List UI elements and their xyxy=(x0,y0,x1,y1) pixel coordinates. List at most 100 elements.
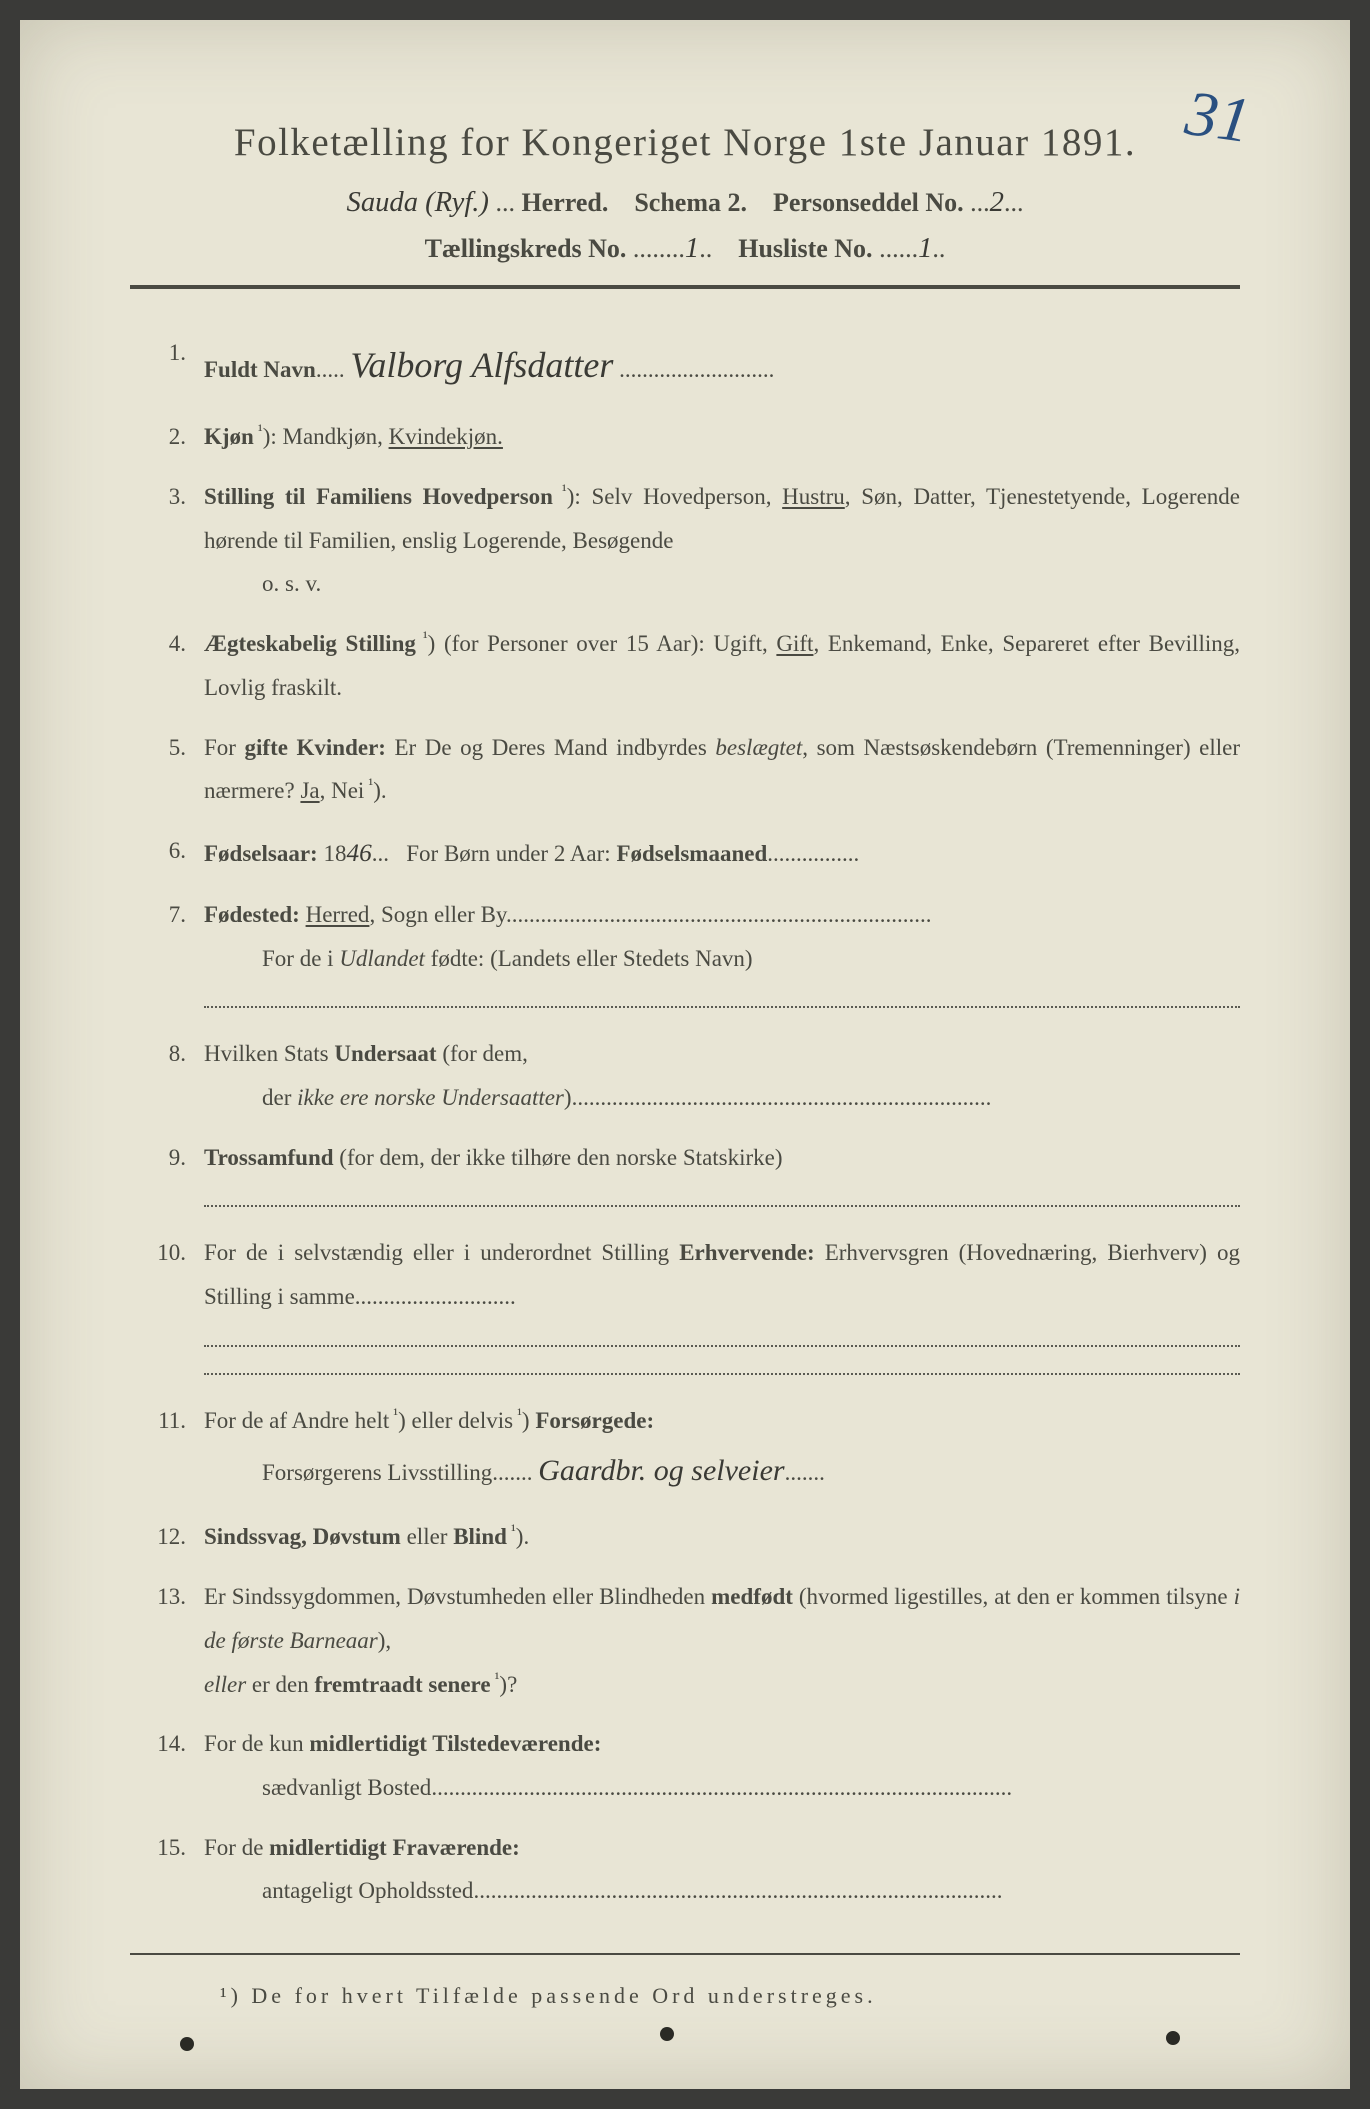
bold: Erhvervende: xyxy=(679,1240,814,1265)
item-body: Fødested: Herred, Sogn eller By.........… xyxy=(204,893,1240,1016)
item-number: 14. xyxy=(142,1722,204,1809)
label: Sindssvag, Døvstum xyxy=(204,1524,401,1549)
item-body: Ægteskabelig Stilling ¹) (for Personer o… xyxy=(204,622,1240,709)
line2: Forsørgerens Livsstilling....... Gaardbr… xyxy=(204,1442,1240,1499)
footnote: ¹) De for hvert Tilfælde passende Ord un… xyxy=(130,1983,1240,2009)
option-mandkjon: Mandkjøn, xyxy=(283,424,383,449)
census-form-page: 31 Folketælling for Kongeriget Norge 1st… xyxy=(20,20,1350,2089)
label: Trossamfund xyxy=(204,1145,334,1170)
ink-dot xyxy=(1166,2031,1180,2045)
text: For de i xyxy=(262,946,339,971)
header-row-1: Sauda (Ryf.) ... Herred. Schema 2. Perso… xyxy=(130,187,1240,219)
text: er den xyxy=(246,1672,314,1697)
text: 18 xyxy=(318,841,347,866)
sup: ¹ xyxy=(416,629,428,646)
item-10: 10. For de i selvstændig eller i underor… xyxy=(142,1231,1240,1382)
ink-dot xyxy=(180,2037,194,2051)
item-body: Fuldt Navn..... Valborg Alfsdatter .....… xyxy=(204,331,1240,399)
schema-label: Schema 2. xyxy=(634,188,747,217)
dots: ..... xyxy=(316,357,345,382)
bold: midlertidigt Tilstedeværende: xyxy=(309,1731,601,1756)
page-number-handwritten: 31 xyxy=(1181,76,1255,158)
personseddel-no: 2 xyxy=(990,187,1004,218)
livsstilling-value: Gaardbr. og selveier xyxy=(538,1454,784,1487)
dotted: ... xyxy=(1004,188,1024,217)
dotted: ...... xyxy=(879,234,918,263)
item-9: 9. Trossamfund (for dem, der ikke tilhør… xyxy=(142,1136,1240,1216)
item-13: 13. Er Sindssygdommen, Døvstumheden elle… xyxy=(142,1575,1240,1706)
item-number: 2. xyxy=(142,415,204,459)
sup: ¹ xyxy=(364,777,373,794)
sup: ¹ xyxy=(254,423,263,440)
sup: ¹ xyxy=(491,1670,500,1687)
text: Er De og Deres Mand indbyrdes xyxy=(386,735,715,760)
herred-label: Herred. xyxy=(521,188,608,217)
label: Kjøn xyxy=(204,424,254,449)
dots: ........................... xyxy=(619,357,774,382)
text: fødte: (Landets eller Stedets Navn) xyxy=(425,946,753,971)
text: For Børn under 2 Aar: xyxy=(406,841,616,866)
item-body: For de i selvstændig eller i underordnet… xyxy=(204,1231,1240,1382)
italic: beslægtet xyxy=(715,735,802,760)
line2: antageligt Opholdssted..................… xyxy=(204,1869,1240,1913)
option-gift: Gift xyxy=(776,631,813,656)
label: Fuldt Navn xyxy=(204,357,316,382)
dots: ............................ xyxy=(355,1284,516,1309)
line2: For de i Udlandet fødte: (Landets eller … xyxy=(204,937,1240,981)
dotted-line xyxy=(204,1187,1240,1207)
herred-value: Sauda (Ryf.) xyxy=(347,187,489,218)
sup: ¹ xyxy=(553,482,567,499)
dots: ....... xyxy=(785,1460,825,1485)
text: (for dem, der ikke tilhøre den norske St… xyxy=(334,1145,783,1170)
text: ), xyxy=(378,1628,391,1653)
text: antageligt Opholdssted xyxy=(262,1878,473,1903)
dotted-line xyxy=(204,1327,1240,1347)
italic: Udlandet xyxy=(339,946,425,971)
text: For de af Andre helt xyxy=(204,1408,389,1433)
dotted: ... xyxy=(970,188,990,217)
dots: ................ xyxy=(767,841,859,866)
personseddel-label: Personseddel No. xyxy=(773,188,964,217)
husliste-no: 1 xyxy=(918,233,932,264)
taellingskreds-no: 1 xyxy=(685,233,699,264)
husliste-label: Husliste No. xyxy=(738,234,872,263)
rule-top xyxy=(130,285,1240,289)
item-number: 8. xyxy=(142,1032,204,1119)
text: For de kun xyxy=(204,1731,309,1756)
label: Fødested: xyxy=(204,902,300,927)
item-number: 13. xyxy=(142,1575,204,1706)
italic: eller xyxy=(204,1672,246,1697)
text: Ugift, xyxy=(713,631,776,656)
bold: Forsørgede: xyxy=(530,1408,655,1433)
item-4: 4. Ægteskabelig Stilling ¹) (for Persone… xyxy=(142,622,1240,709)
dotted: ........ xyxy=(633,234,685,263)
item-8: 8. Hvilken Stats Undersaat (for dem, der… xyxy=(142,1032,1240,1119)
item-number: 5. xyxy=(142,726,204,813)
item-number: 15. xyxy=(142,1826,204,1913)
item-body: Stilling til Familiens Hovedperson ¹): S… xyxy=(204,475,1240,606)
italic: ikke ere norske Undersaatter xyxy=(297,1085,564,1110)
year-value: 46 xyxy=(346,839,371,867)
text: , Nei xyxy=(320,778,365,803)
item-6: 6. Fødselsaar: 1846... For Børn under 2 … xyxy=(142,829,1240,877)
dots: ... xyxy=(372,841,389,866)
label: Ægteskabelig Stilling xyxy=(204,631,416,656)
bold: Blind xyxy=(453,1524,507,1549)
dots: ........................................… xyxy=(572,1085,992,1110)
line2: sædvanligt Bosted.......................… xyxy=(204,1766,1240,1810)
name-value: Valborg Alfsdatter xyxy=(350,345,613,385)
label: Fødselsaar: xyxy=(204,841,318,866)
header-row-2: Tællingskreds No. ........1.. Husliste N… xyxy=(130,233,1240,265)
ink-dot xyxy=(660,2027,674,2041)
dots: ........................................… xyxy=(506,902,932,927)
option-ja: Ja xyxy=(300,778,319,803)
option-herred: Herred xyxy=(306,902,370,927)
item-5: 5. For gifte Kvinder: Er De og Deres Man… xyxy=(142,726,1240,813)
sup: ¹ xyxy=(507,1523,516,1540)
text: For de i selvstændig eller i underordnet… xyxy=(204,1240,679,1265)
item-number: 7. xyxy=(142,893,204,1016)
item-14: 14. For de kun midlertidigt Tilstedevære… xyxy=(142,1722,1240,1809)
rule-bottom xyxy=(130,1953,1240,1955)
item-body: For de af Andre helt ¹) eller delvis ¹) … xyxy=(204,1399,1240,1500)
text: Er Sindssygdommen, Døvstumheden eller Bl… xyxy=(204,1584,711,1609)
